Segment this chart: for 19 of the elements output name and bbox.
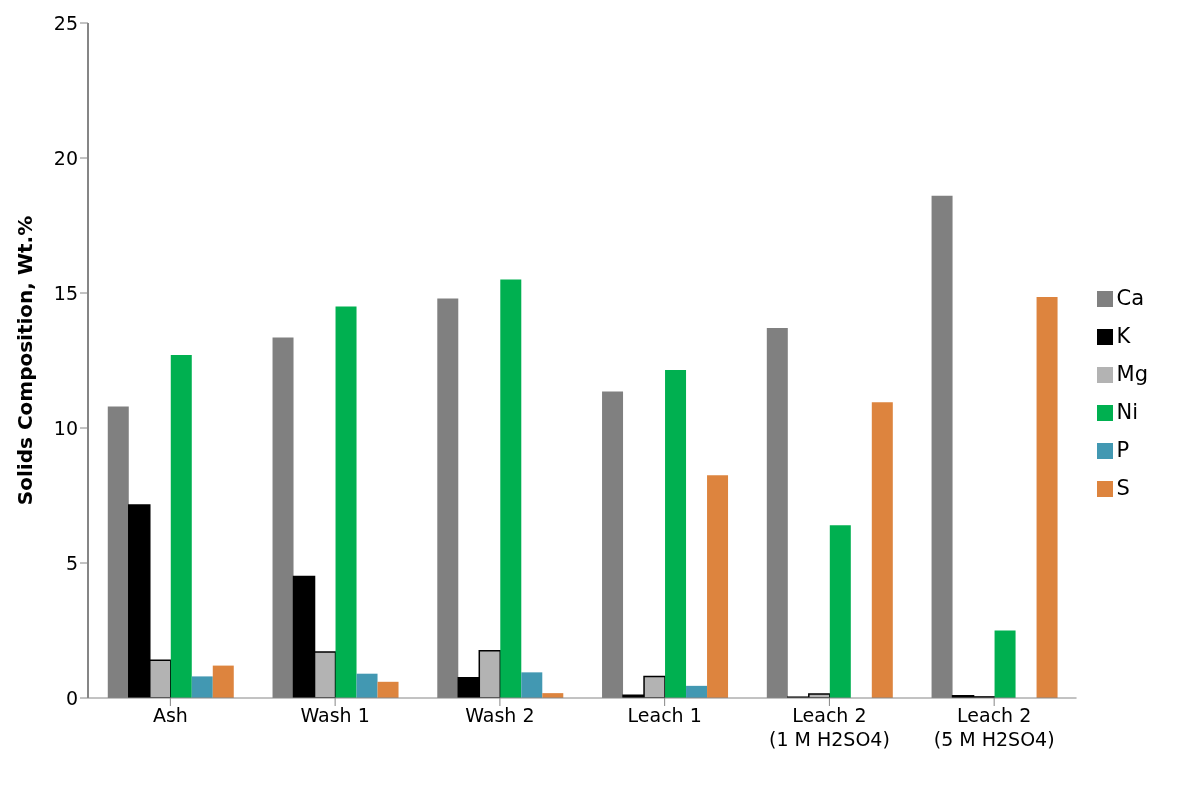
y-tick-label: 25 bbox=[53, 11, 78, 34]
y-tick-label: 5 bbox=[65, 551, 78, 574]
y-tick-label: 0 bbox=[65, 686, 78, 709]
y-tick-label: 15 bbox=[53, 281, 78, 304]
x-tick-label: Leach 2 (5 M H2SO4) bbox=[933, 704, 1055, 750]
x-tick-label: Leach 2 (1 M H2SO4) bbox=[768, 704, 890, 750]
legend-label: P bbox=[1116, 438, 1130, 462]
x-tick-label: Wash 2 bbox=[465, 704, 535, 726]
x-tick-label: Ash bbox=[152, 704, 188, 726]
legend-label: S bbox=[1116, 476, 1130, 500]
x-tick-label: Leach 1 bbox=[627, 704, 702, 726]
y-tick-label: 10 bbox=[53, 416, 78, 439]
legend-label: K bbox=[1116, 324, 1131, 348]
legend-label: Ni bbox=[1116, 400, 1139, 424]
legend-label: Mg bbox=[1116, 362, 1148, 386]
y-tick-label: 20 bbox=[53, 146, 78, 169]
legend-label: Ca bbox=[1116, 286, 1145, 310]
x-tick-label: Wash 1 bbox=[300, 704, 370, 726]
y-axis-title: Solids Composition, Wt.% bbox=[13, 215, 38, 506]
